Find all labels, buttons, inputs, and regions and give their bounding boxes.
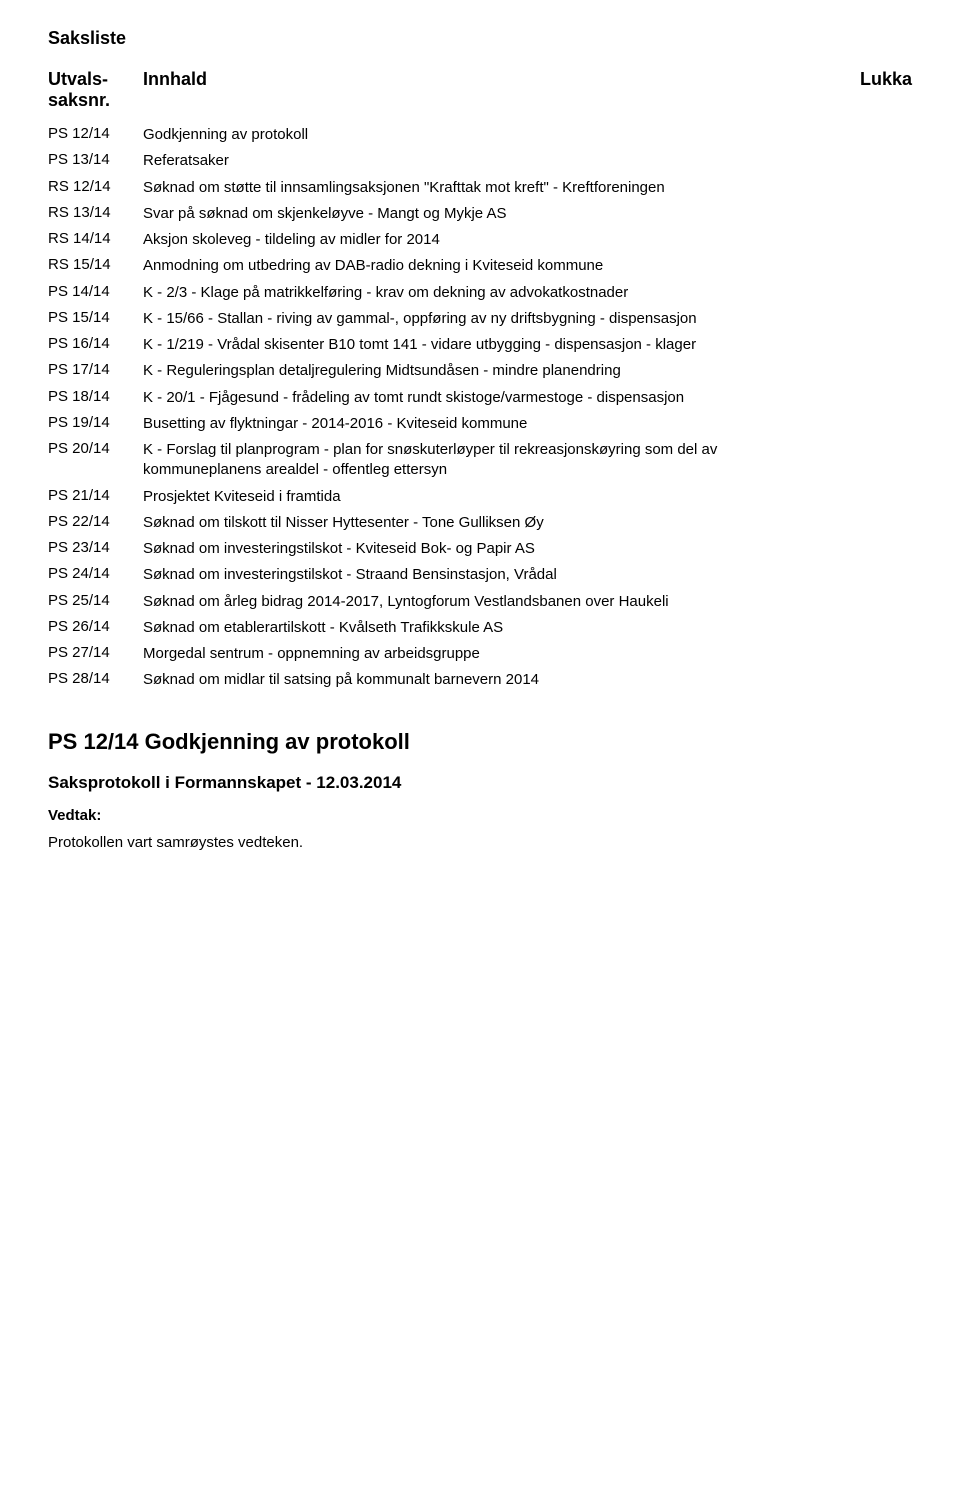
row-ref: PS 27/14 xyxy=(48,644,143,661)
table-row: PS 16/14K - 1/219 - Vrådal skisenter B10… xyxy=(48,335,912,355)
row-content: Morgedal sentrum - oppnemning av arbeids… xyxy=(143,644,852,664)
table-row: RS 14/14Aksjon skoleveg - tildeling av m… xyxy=(48,230,912,250)
table-row: PS 17/14K - Reguleringsplan detaljregule… xyxy=(48,361,912,381)
row-content: Søknad om tilskott til Nisser Hyttesente… xyxy=(143,513,852,533)
decision-label: Vedtak: xyxy=(48,807,912,824)
table-row: PS 14/14K - 2/3 - Klage på matrikkelføri… xyxy=(48,283,912,303)
header-lukka: Lukka xyxy=(852,69,912,111)
row-ref: PS 28/14 xyxy=(48,670,143,687)
row-content: Aksjon skoleveg - tildeling av midler fo… xyxy=(143,230,852,250)
row-content: K - 20/1 - Fjågesund - frådeling av tomt… xyxy=(143,388,852,408)
header-ref: Utvals- saksnr. xyxy=(48,69,143,111)
row-ref: PS 15/14 xyxy=(48,309,143,326)
row-ref: PS 21/14 xyxy=(48,487,143,504)
row-content: K - Reguleringsplan detaljregulering Mid… xyxy=(143,361,852,381)
table-header-row: Utvals- saksnr. Innhald Lukka xyxy=(48,69,912,111)
row-ref: PS 12/14 xyxy=(48,125,143,142)
header-content: Innhald xyxy=(143,69,852,111)
page-title: Saksliste xyxy=(48,28,912,49)
row-content: Anmodning om utbedring av DAB-radio dekn… xyxy=(143,256,852,276)
table-row: PS 19/14Busetting av flyktningar - 2014-… xyxy=(48,414,912,434)
table-row: PS 27/14Morgedal sentrum - oppnemning av… xyxy=(48,644,912,664)
row-ref: PS 17/14 xyxy=(48,361,143,378)
row-content: Godkjenning av protokoll xyxy=(143,125,852,145)
table-row: PS 22/14Søknad om tilskott til Nisser Hy… xyxy=(48,513,912,533)
table-row: PS 25/14Søknad om årleg bidrag 2014-2017… xyxy=(48,592,912,612)
table-row: PS 24/14Søknad om investeringstilskot - … xyxy=(48,565,912,585)
table-row: PS 28/14Søknad om midlar til satsing på … xyxy=(48,670,912,690)
row-ref: PS 22/14 xyxy=(48,513,143,530)
table-body: PS 12/14Godkjenning av protokollPS 13/14… xyxy=(48,125,912,691)
table-row: PS 20/14K - Forslag til planprogram - pl… xyxy=(48,440,912,481)
row-content: Søknad om investeringstilskot - Straand … xyxy=(143,565,852,585)
table-row: PS 12/14Godkjenning av protokoll xyxy=(48,125,912,145)
row-content: Busetting av flyktningar - 2014-2016 - K… xyxy=(143,414,852,434)
table-row: PS 15/14K - 15/66 - Stallan - riving av … xyxy=(48,309,912,329)
table-row: PS 21/14Prosjektet Kviteseid i framtida xyxy=(48,487,912,507)
section-heading: PS 12/14 Godkjenning av protokoll xyxy=(48,729,912,755)
row-content: K - 15/66 - Stallan - riving av gammal-,… xyxy=(143,309,852,329)
row-ref: RS 14/14 xyxy=(48,230,143,247)
row-ref: RS 15/14 xyxy=(48,256,143,273)
table-row: RS 12/14Søknad om støtte til innsamlings… xyxy=(48,178,912,198)
row-content: Svar på søknad om skjenkeløyve - Mangt o… xyxy=(143,204,852,224)
row-content: Søknad om årleg bidrag 2014-2017, Lyntog… xyxy=(143,592,852,612)
decision-text: Protokollen vart samrøystes vedteken. xyxy=(48,832,912,853)
table-row: RS 15/14Anmodning om utbedring av DAB-ra… xyxy=(48,256,912,276)
row-ref: PS 19/14 xyxy=(48,414,143,431)
row-content: Prosjektet Kviteseid i framtida xyxy=(143,487,852,507)
row-content: K - 2/3 - Klage på matrikkelføring - kra… xyxy=(143,283,852,303)
table-row: PS 23/14Søknad om investeringstilskot - … xyxy=(48,539,912,559)
row-ref: RS 12/14 xyxy=(48,178,143,195)
section-subheading: Saksprotokoll i Formannskapet - 12.03.20… xyxy=(48,773,912,793)
row-content: Søknad om støtte til innsamlingsaksjonen… xyxy=(143,178,852,198)
row-ref: PS 25/14 xyxy=(48,592,143,609)
row-content: Søknad om midlar til satsing på kommunal… xyxy=(143,670,852,690)
row-ref: PS 26/14 xyxy=(48,618,143,635)
row-ref: PS 18/14 xyxy=(48,388,143,405)
row-ref: RS 13/14 xyxy=(48,204,143,221)
table-row: PS 18/14K - 20/1 - Fjågesund - frådeling… xyxy=(48,388,912,408)
row-ref: PS 16/14 xyxy=(48,335,143,352)
table-row: PS 13/14Referatsaker xyxy=(48,151,912,171)
row-ref: PS 14/14 xyxy=(48,283,143,300)
agenda-table: Utvals- saksnr. Innhald Lukka PS 12/14Go… xyxy=(48,69,912,691)
row-content: Referatsaker xyxy=(143,151,852,171)
table-row: PS 26/14Søknad om etablerartilskott - Kv… xyxy=(48,618,912,638)
row-content: Søknad om etablerartilskott - Kvålseth T… xyxy=(143,618,852,638)
row-content: Søknad om investeringstilskot - Kvitesei… xyxy=(143,539,852,559)
row-ref: PS 24/14 xyxy=(48,565,143,582)
row-ref: PS 20/14 xyxy=(48,440,143,457)
row-content: K - 1/219 - Vrådal skisenter B10 tomt 14… xyxy=(143,335,852,355)
row-ref: PS 13/14 xyxy=(48,151,143,168)
row-content: K - Forslag til planprogram - plan for s… xyxy=(143,440,852,481)
table-row: RS 13/14Svar på søknad om skjenkeløyve -… xyxy=(48,204,912,224)
row-ref: PS 23/14 xyxy=(48,539,143,556)
